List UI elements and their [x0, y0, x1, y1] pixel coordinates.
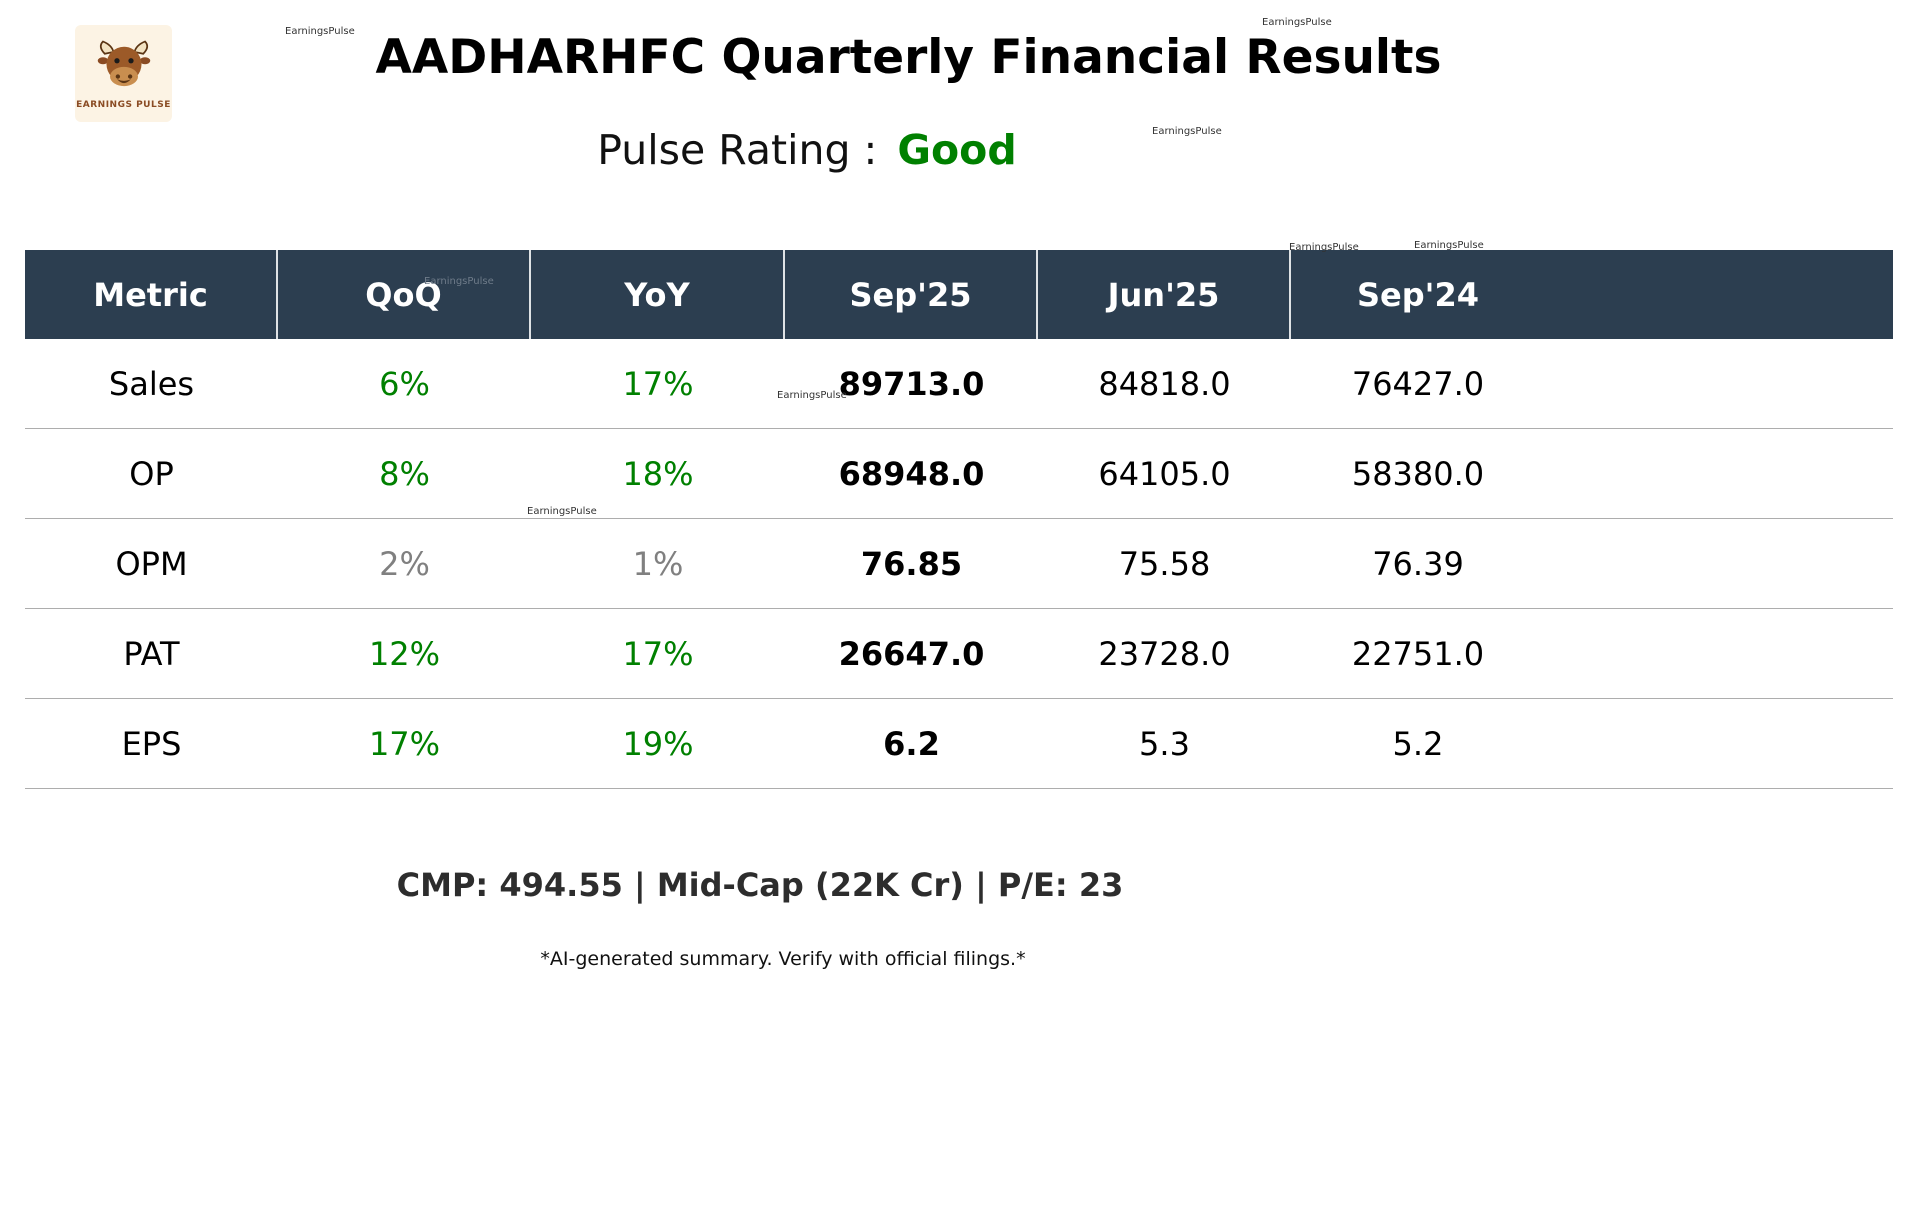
yoy-cell: 18%	[622, 454, 694, 493]
sep25-cell: 68948.0	[838, 454, 985, 493]
page-title: AADHARHFC Quarterly Financial Results	[375, 30, 1442, 85]
qoq-cell: 6%	[379, 364, 430, 403]
watermark-text: EarningsPulse	[424, 276, 494, 287]
qoq-cell: 17%	[368, 724, 441, 763]
sep25-cell: 6.2	[883, 724, 940, 763]
table-row-opm: OPM 2% 1% 76.85 75.58 76.39	[25, 519, 1893, 609]
watermark-text: EarningsPulse	[285, 26, 355, 37]
sep24-cell: 22751.0	[1351, 634, 1485, 673]
empty-cell	[1545, 609, 1893, 698]
metric-cell: OPM	[115, 544, 188, 583]
table-row-op: OP 8% 18% 68948.0 64105.0 58380.0	[25, 429, 1893, 519]
cmp-summary-line: CMP: 494.55 | Mid-Cap (22K Cr) | P/E: 23	[396, 866, 1124, 904]
watermark-text: EarningsPulse	[1289, 242, 1359, 253]
jun25-cell: 75.58	[1118, 544, 1211, 583]
header-cell-sep24: Sep'24	[1357, 275, 1479, 314]
table-header-row: Metric QoQ YoY Sep'25 Jun'25 Sep'24	[25, 250, 1893, 339]
header-cell-yoy: YoY	[531, 250, 785, 339]
metric-cell: PAT	[123, 634, 180, 673]
metric-cell: Sales	[108, 364, 195, 403]
empty-cell	[1545, 429, 1893, 518]
header-cell-qoq: QoQ	[278, 250, 531, 339]
empty-cell	[1545, 519, 1893, 608]
watermark-text: EarningsPulse	[1414, 240, 1484, 251]
jun25-cell: 64105.0	[1098, 454, 1231, 493]
financial-results-table: Metric QoQ YoY Sep'25 Jun'25 Sep'24 Sale…	[25, 250, 1893, 789]
table-row-sales: Sales 6% 17% 89713.0 84818.0 76427.0	[25, 339, 1893, 429]
qoq-cell: 2%	[379, 544, 430, 583]
table-row-eps: EPS 17% 19% 6.2 5.3 5.2	[25, 699, 1893, 789]
sep25-cell: 26647.0	[838, 634, 985, 673]
yoy-cell: 17%	[622, 634, 694, 673]
metric-cell: OP	[129, 454, 174, 493]
watermark-text: EarningsPulse	[1262, 17, 1332, 28]
qoq-cell: 8%	[379, 454, 430, 493]
sep24-cell: 5.2	[1392, 724, 1444, 763]
yoy-cell: 19%	[622, 724, 694, 763]
header-cell-jun25: Jun'25	[1038, 250, 1291, 339]
pulse-rating-label: Pulse Rating :	[597, 126, 878, 174]
pulse-rating-value: Good	[897, 126, 1017, 174]
jun25-cell: 5.3	[1139, 724, 1190, 763]
empty-cell	[1545, 339, 1893, 428]
jun25-cell: 84818.0	[1098, 364, 1231, 403]
yoy-cell: 1%	[632, 544, 684, 583]
earnings-pulse-logo: EARNINGS PULSE	[75, 25, 172, 122]
watermark-text: EarningsPulse	[1152, 126, 1222, 137]
table-row-pat: PAT 12% 17% 26647.0 23728.0 22751.0	[25, 609, 1893, 699]
sep24-cell: 58380.0	[1351, 454, 1485, 493]
header-cell-metric: Metric	[25, 250, 278, 339]
empty-cell	[1545, 699, 1893, 788]
watermark-text: EarningsPulse	[777, 390, 847, 401]
header-cell-empty	[1545, 250, 1893, 339]
yoy-cell: 17%	[622, 364, 694, 403]
sep25-cell: 89713.0	[838, 364, 985, 403]
bull-logo-icon	[96, 38, 152, 98]
jun25-cell: 23728.0	[1098, 634, 1231, 673]
header-cell-sep25: Sep'25	[785, 250, 1038, 339]
disclaimer-text: *AI-generated summary. Verify with offic…	[540, 948, 1026, 970]
watermark-text: EarningsPulse	[527, 506, 597, 517]
sep25-cell: 76.85	[860, 544, 963, 583]
sep24-cell: 76427.0	[1351, 364, 1485, 403]
sep24-cell: 76.39	[1372, 544, 1464, 583]
qoq-cell: 12%	[368, 634, 441, 673]
logo-caption: EARNINGS PULSE	[76, 99, 171, 110]
pulse-rating: Pulse Rating : Good	[0, 126, 1614, 174]
metric-cell: EPS	[121, 724, 182, 763]
